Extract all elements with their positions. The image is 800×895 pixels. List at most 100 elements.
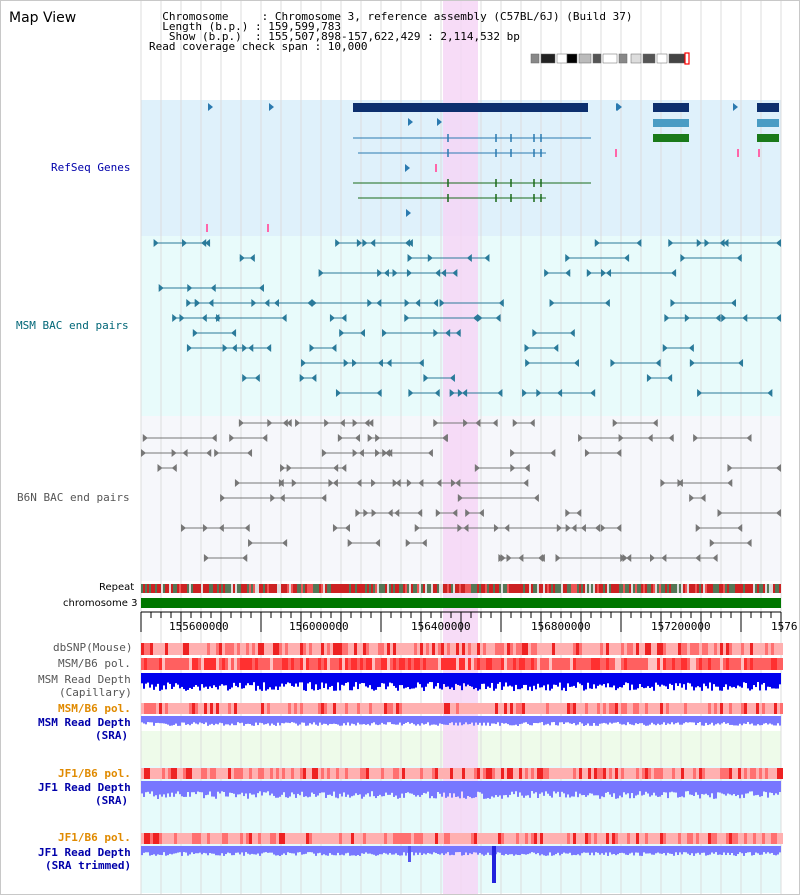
repeat-element <box>205 584 207 593</box>
msm-bac-pair-end <box>671 269 677 277</box>
b6n-bac-pair-end <box>616 524 622 532</box>
repeat-element <box>263 584 265 593</box>
read-depth-bar <box>223 846 225 856</box>
read-depth-bar <box>505 673 507 683</box>
repeat-element <box>351 584 353 593</box>
track-label-jf1-pol[interactable]: JF1/B6 pol. <box>58 767 131 780</box>
polymorphism-cell <box>597 768 600 779</box>
track-label-jf1-depth[interactable]: JF1 Read Depth <box>38 781 131 794</box>
read-depth-bar <box>239 846 241 855</box>
polymorphism-cell <box>258 658 261 670</box>
polymorphism-cell <box>330 833 333 844</box>
read-depth-bar <box>259 781 261 792</box>
read-depth-bar <box>625 781 627 795</box>
polymorphism-cell <box>222 643 225 655</box>
read-depth-bar <box>313 673 315 691</box>
polymorphism-cell <box>444 768 447 779</box>
track-label-msm-pol[interactable]: MSM/B6 pol. <box>58 657 131 670</box>
msm-bac-pair-end <box>776 314 781 322</box>
read-depth-bar <box>667 716 669 724</box>
track-label-jf1-trim[interactable]: JF1 Read Depth <box>38 846 131 859</box>
read-depth-bar <box>481 846 483 855</box>
read-depth-bar <box>323 716 325 724</box>
read-depth-bar <box>447 781 449 797</box>
polymorphism-cell <box>399 658 402 670</box>
polymorphism-cell <box>177 703 180 714</box>
polymorphism-cell <box>630 768 633 779</box>
read-depth-bar <box>579 846 581 856</box>
repeat-element <box>309 584 311 593</box>
read-depth-bar <box>289 846 291 853</box>
track-label-msm-bac[interactable]: MSM BAC end pairs <box>16 319 129 332</box>
polymorphism-cell <box>705 703 708 714</box>
polymorphism-cell <box>711 768 714 779</box>
polymorphism-cell <box>252 658 255 670</box>
repeat-element <box>367 584 369 593</box>
polymorphism-cell <box>183 833 186 844</box>
read-depth-bar <box>377 673 379 688</box>
read-depth-bar <box>277 781 279 798</box>
read-depth-bar <box>677 673 679 686</box>
repeat-element <box>703 584 705 593</box>
track-label-dbsnp[interactable]: dbSNP(Mouse) <box>53 641 133 654</box>
read-depth-bar <box>533 781 535 794</box>
read-depth-bar <box>195 716 197 724</box>
read-depth-bar <box>203 781 205 799</box>
read-depth-bar <box>345 716 347 726</box>
polymorphism-cell <box>711 658 714 670</box>
b6n-bac-pair-end <box>206 449 212 457</box>
polymorphism-cell <box>150 833 153 844</box>
polymorphism-cell <box>612 768 615 779</box>
msm-bac-pair-end <box>557 389 563 397</box>
repeat-element <box>247 584 249 593</box>
track-label-b6n-bac[interactable]: B6N BAC end pairs <box>17 491 130 504</box>
polymorphism-cell <box>513 833 516 844</box>
read-depth-spike <box>492 846 496 883</box>
polymorphism-cell <box>153 768 156 779</box>
polymorphism-cell <box>585 833 588 844</box>
track-label-msm-depth-cap[interactable]: MSM Read Depth <box>38 673 131 686</box>
polymorphism-cell <box>558 768 561 779</box>
polymorphism-cell <box>633 703 636 714</box>
polymorphism-cell <box>297 658 300 670</box>
polymorphism-cell <box>522 833 525 844</box>
repeat-element <box>429 584 431 593</box>
polymorphism-cell <box>306 833 309 844</box>
track-label-msm-depth-sra[interactable]: MSM Read Depth <box>38 716 131 729</box>
repeat-element <box>183 584 185 593</box>
read-depth-bar <box>603 716 605 723</box>
msm-bac-pair-end <box>553 344 559 352</box>
polymorphism-cell <box>312 833 315 844</box>
read-depth-bar <box>669 781 671 793</box>
track-label-repeat[interactable]: Repeat <box>99 582 135 593</box>
read-depth-bar <box>173 716 175 725</box>
track-label-msm-pol-sra[interactable]: MSM/B6 pol. <box>58 702 131 715</box>
b6n-bac-pair-end <box>695 524 701 532</box>
msm-bac-pair-end <box>258 284 264 292</box>
read-depth-bar <box>225 781 227 797</box>
polymorphism-cell <box>192 658 195 670</box>
repeat-element <box>517 584 519 593</box>
read-depth-bar <box>507 673 509 687</box>
read-depth-bar <box>233 846 235 856</box>
polymorphism-cell <box>231 703 234 714</box>
read-depth-bar <box>601 673 603 686</box>
read-depth-bar <box>197 781 199 792</box>
polymorphism-cell <box>771 658 774 670</box>
polymorphism-cell <box>213 703 216 714</box>
repeat-element <box>729 584 731 593</box>
read-depth-bar <box>515 716 517 725</box>
read-depth-bar <box>485 781 487 799</box>
repeat-element <box>505 584 507 593</box>
b6n-bac-pair-end <box>578 434 584 442</box>
b6n-bac-pair-end <box>427 449 433 457</box>
polymorphism-cell <box>225 658 228 670</box>
track-label-refseq[interactable]: RefSeq Genes <box>51 161 131 174</box>
polymorphism-cell <box>234 703 237 714</box>
track-label-jf1-pol-trim[interactable]: JF1/B6 pol. <box>58 831 131 844</box>
polymorphism-cell <box>255 833 258 844</box>
read-depth-bar <box>517 846 519 855</box>
read-depth-bar <box>537 846 539 854</box>
polymorphism-cell <box>159 768 162 779</box>
read-depth-bar <box>745 673 747 684</box>
